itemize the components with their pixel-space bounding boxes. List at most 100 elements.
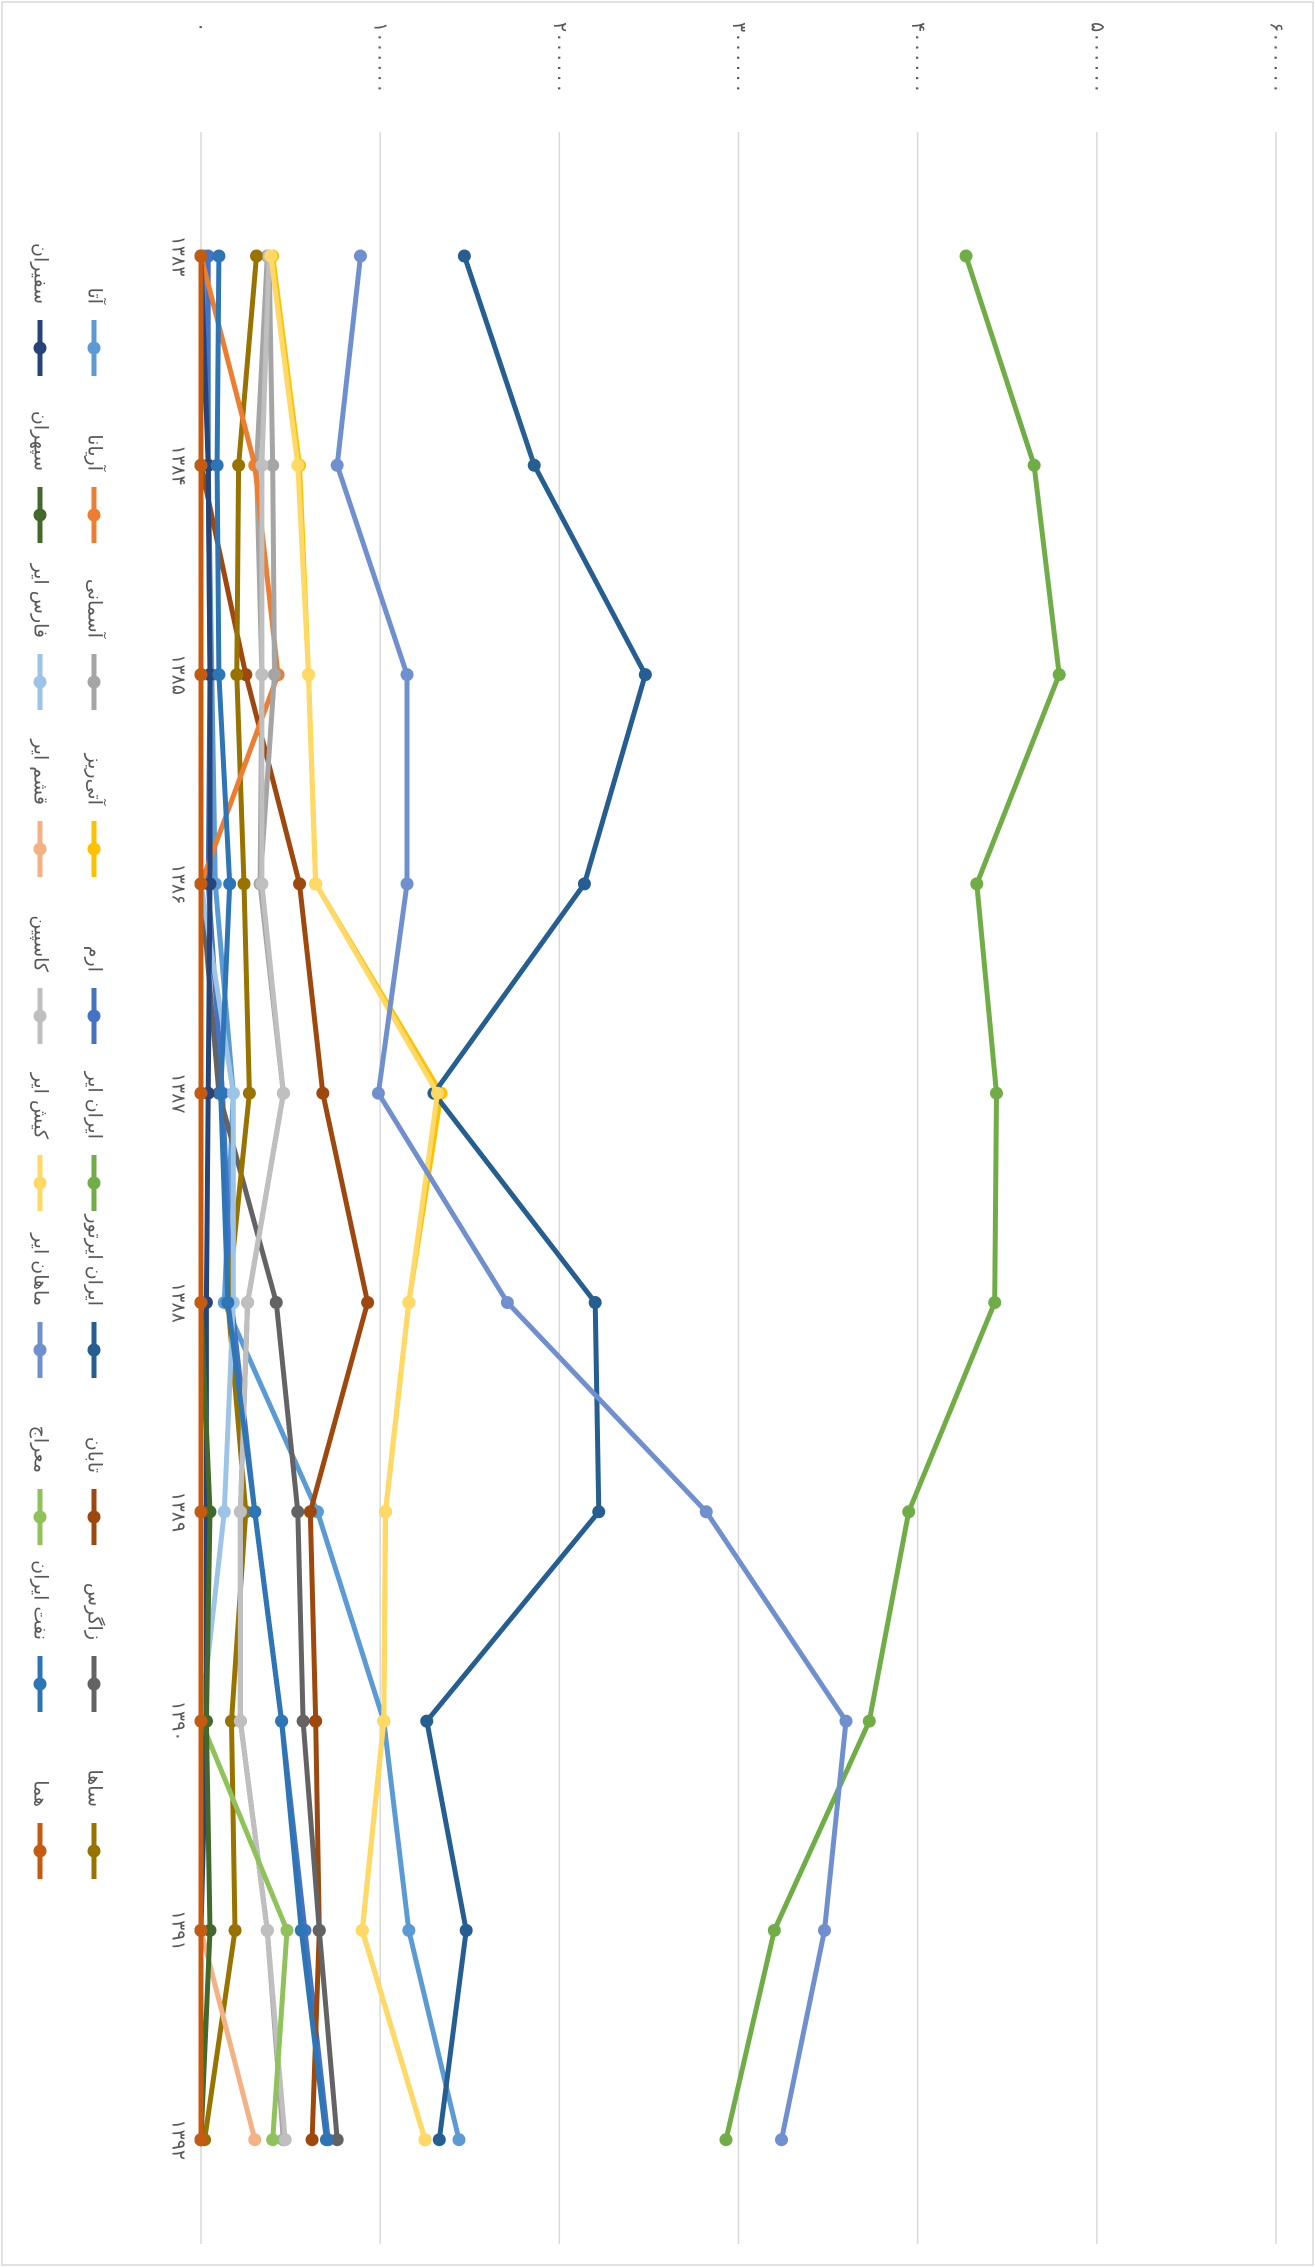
legend-swatch-marker	[33, 341, 47, 355]
year-tick-label: ۱۳۸۹	[168, 1491, 190, 1532]
legend-item: آتی‌ریز	[84, 753, 108, 877]
legend-item: ارم	[84, 946, 106, 1044]
legend-label: آریانا	[84, 434, 108, 471]
legend-label: ساها	[84, 1769, 106, 1807]
data-point	[291, 1505, 305, 1519]
legend-label: آتا	[84, 288, 108, 305]
data-point	[500, 1296, 514, 1309]
legend-label: آسمانی	[84, 579, 108, 639]
legend-item: ایران ایرتور	[84, 1213, 106, 1378]
value-tick-label: ۳۰۰۰۰۰۰	[728, 22, 750, 93]
series-group	[719, 249, 1066, 2147]
data-point	[203, 668, 217, 682]
data-point	[402, 1296, 416, 1309]
legend-label: سفیران	[30, 243, 52, 304]
year-axis-ticks: ۱۳۸۳ ۱۳۸۴ ۱۳۸۵ ۱۳۸۶ ۱۳۸۷ ۱۳۸۸ ۱۳۸۹ ۱۳۹۰ ۱۳۹۱ ۱۳۹۲	[168, 236, 190, 2161]
data-point	[224, 1714, 238, 1728]
legend-swatch-marker	[87, 1009, 101, 1023]
data-point	[361, 1296, 375, 1309]
data-point	[203, 1923, 217, 1937]
data-point	[1027, 458, 1041, 472]
series-line	[202, 253, 259, 2143]
legend-label: آتی‌ریز	[84, 753, 108, 806]
legend-swatch-marker	[33, 1009, 47, 1023]
legend-label: نفت ایران	[30, 1560, 52, 1640]
data-point	[355, 1923, 369, 1937]
data-point	[767, 1923, 781, 1937]
data-point	[255, 877, 269, 891]
year-tick-label: ۱۳۸۷	[168, 1073, 190, 1114]
series-line	[268, 253, 440, 2143]
data-point	[291, 458, 305, 472]
data-point	[719, 2133, 733, 2147]
data-point	[194, 1505, 208, 1519]
data-point	[402, 1923, 416, 1937]
data-point	[1052, 668, 1066, 682]
series-group	[194, 249, 208, 2147]
legend-swatch-marker	[87, 842, 101, 856]
data-point	[210, 458, 224, 472]
legend-item: فارس ایر	[30, 563, 52, 710]
legend-swatch-marker	[87, 341, 101, 355]
data-point	[194, 1714, 208, 1728]
data-point	[217, 1505, 231, 1519]
data-point	[432, 2133, 446, 2147]
data-point	[275, 1714, 289, 1728]
series-group	[330, 249, 853, 2147]
legend-swatch-marker	[33, 1677, 47, 1691]
value-axis-ticks: ۰ ۱۰۰۰۰۰۰ ۲۰۰۰۰۰۰ ۳۰۰۰۰۰۰ ۴۰۰۰۰۰۰ ۵۰۰۰۰۰۰ ۶۰۰۰…	[191, 22, 1288, 93]
series-group	[210, 249, 333, 2147]
year-tick-label: ۱۳۸۸	[168, 1282, 190, 1323]
legend-item: ماهان ایر	[30, 1232, 52, 1378]
data-point	[452, 2133, 466, 2147]
data-point	[248, 1505, 262, 1519]
data-point	[212, 249, 226, 263]
data-point	[266, 458, 280, 472]
data-point	[223, 877, 237, 891]
data-point	[255, 458, 269, 472]
legend-swatch-marker	[33, 842, 47, 856]
data-point	[302, 668, 315, 682]
legend-swatch-marker	[33, 1176, 47, 1190]
legend-swatch-marker	[87, 1510, 101, 1524]
data-point	[260, 1923, 274, 1937]
data-point	[296, 1714, 310, 1728]
data-point	[294, 1923, 308, 1937]
data-point	[839, 1714, 853, 1728]
data-point	[269, 1296, 283, 1309]
year-tick-label: ۱۳۸۶	[168, 863, 190, 904]
legend-label: قشم ایر	[30, 738, 52, 805]
series-line	[334, 253, 849, 2143]
legend-item: سپهران	[30, 411, 52, 543]
data-point	[266, 2133, 280, 2147]
data-point	[214, 1086, 228, 1100]
data-point	[194, 2133, 208, 2147]
data-point	[970, 877, 984, 891]
data-point	[818, 1923, 831, 1937]
legend-item: زاگرس	[84, 1583, 107, 1712]
data-point	[194, 458, 208, 472]
value-tick-label: ۵۰۰۰۰۰۰	[1086, 22, 1108, 93]
data-point	[577, 877, 591, 891]
data-point	[194, 668, 208, 682]
legend-label: کیش ایر	[30, 1072, 52, 1140]
data-point	[233, 1505, 247, 1519]
data-point	[250, 249, 264, 263]
data-point	[400, 668, 414, 682]
data-point	[221, 1296, 235, 1309]
legend-label: ایران ایر	[84, 1071, 106, 1139]
data-point	[233, 1714, 247, 1728]
legend-swatch-marker	[87, 1677, 101, 1691]
data-point	[303, 1505, 317, 1519]
series-group	[420, 249, 652, 2147]
year-tick-label: ۱۳۹۰	[168, 1701, 190, 1742]
data-point	[400, 877, 414, 891]
data-point	[237, 877, 251, 891]
legend-swatch-marker	[33, 508, 47, 522]
data-point	[527, 458, 541, 472]
series-line	[214, 253, 329, 2143]
data-point	[775, 2133, 788, 2147]
data-point	[230, 668, 244, 682]
legend-item: ساها	[84, 1769, 106, 1879]
